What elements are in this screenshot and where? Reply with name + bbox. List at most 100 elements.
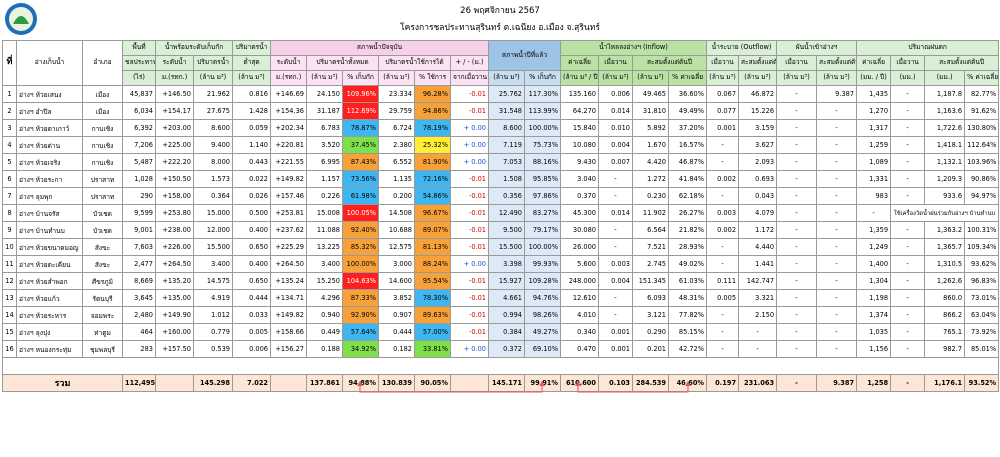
table-cell: - (706, 187, 740, 205)
table-cell: 73.01% (964, 289, 1000, 307)
table-cell: 13.225 (306, 238, 343, 256)
table-cell: อ่างฯ ลุงปุง (16, 323, 83, 341)
header-cell: เมื่อวาน (776, 55, 818, 71)
table-cell: 135.160 (560, 85, 599, 103)
table-cell: อ่างฯ ห้วยสำพอก (16, 272, 83, 290)
table-cell: 15.840 (560, 119, 599, 137)
table-cell: +221.55 (270, 153, 307, 171)
table-cell: 6.783 (306, 119, 343, 137)
table-cell: +157.50 (155, 340, 194, 358)
table-cell: 1.573 (193, 170, 233, 188)
table-cell: 1,435 (856, 85, 892, 103)
header-cell: (ล้าน ม³) (632, 70, 669, 86)
table-cell: 860.0 (924, 289, 966, 307)
table-cell: ใช้เครื่องวัดน้ำฝนร่วมกับอ่างฯ บ้านทำนบ (890, 204, 1000, 222)
table-cell: 112.69% (342, 102, 379, 120)
table-cell: - (816, 153, 858, 171)
table-cell: 9.500 (488, 221, 525, 239)
table-cell: 85.15% (667, 323, 708, 341)
table-cell: 4.440 (738, 238, 778, 256)
table-cell: - (890, 221, 926, 239)
header-cell: สะสมตั้งแต่ต้นปี (738, 55, 778, 71)
table-cell: 46.87% (667, 153, 708, 171)
table-cell: - (598, 289, 633, 307)
table-cell: - (890, 136, 926, 154)
table-cell: 15.008 (306, 204, 343, 222)
table-cell: 85.32% (342, 238, 379, 256)
header-cell: (ไร่) (122, 70, 156, 86)
table-cell: - (890, 289, 926, 307)
table-row: 8 อ่างฯ บ้านจรัส บัวเชด 9,599 +253.80 15.000 0… (2, 204, 1000, 222)
table-cell: 0.002 (706, 221, 740, 239)
table-cell: จอมพระ (82, 306, 123, 324)
table-cell: 3,645 (122, 289, 156, 307)
table-cell: 4.919 (193, 289, 233, 307)
tr: ที่ อ่างเก็บน้ำ อำเภอ พื้นที่ น้ำพร้อมระ… (2, 40, 1000, 86)
table-cell: - (776, 323, 818, 341)
table-cell: 1,359 (856, 221, 892, 239)
table-cell: 10 (2, 238, 17, 256)
table-cell: 4.010 (560, 306, 599, 324)
table-cell: 5 (2, 153, 17, 171)
table-cell: 34.92% (342, 340, 379, 358)
table-cell: 0.470 (560, 340, 599, 358)
table-cell: 0.290 (632, 323, 669, 341)
table-cell: 10.688 (378, 221, 415, 239)
table-cell: 9.400 (193, 136, 233, 154)
table-cell: 14 (2, 306, 17, 324)
total-row: รวม 112,495 145.298 7.022 137.861 94.88% 130.8… (2, 374, 1000, 392)
header-cell: สะสมตั้งแต่ต้นปี (631, 55, 708, 71)
table-cell: +150.50 (155, 170, 194, 188)
header-cell: (ล้าน ม³) (488, 70, 525, 86)
table-cell: 0.779 (193, 323, 233, 341)
table-cell: 0.500 (232, 204, 271, 222)
table-cell: - (706, 340, 740, 358)
table-cell: - (890, 187, 926, 205)
table-cell: 0.372 (488, 340, 525, 358)
table-cell: 28.93% (667, 238, 708, 256)
table-cell: 21.962 (193, 85, 233, 103)
table-cell: -0.01 (450, 289, 489, 307)
table-cell: 0.111 (706, 272, 740, 290)
table-cell: 88.16% (524, 153, 561, 171)
table-cell: 15.500 (488, 238, 525, 256)
table-cell: 6.995 (306, 153, 343, 171)
header-cell: เมื่อวาน (706, 55, 740, 71)
table-cell: 48.31% (667, 289, 708, 307)
table-cell: 6.564 (632, 221, 669, 239)
table-cell: บัวเชด (82, 221, 123, 239)
table-cell: - (890, 323, 926, 341)
table-cell: 3.852 (378, 289, 415, 307)
table-cell: 0.067 (706, 85, 740, 103)
header-cell: จากเมื่อวาน (450, 70, 489, 86)
table-cell: 8.000 (193, 153, 233, 171)
table-cell: - (816, 255, 858, 273)
table-cell: 933.6 (924, 187, 966, 205)
table-cell: 4.079 (738, 204, 778, 222)
table-cell: +154.17 (155, 102, 194, 120)
table-cell: - (890, 119, 926, 137)
table-cell: 0.816 (232, 85, 271, 103)
table-cell: 2.150 (738, 306, 778, 324)
table-cell: 0.010 (598, 119, 633, 137)
table-body: 1 อ่างฯ ห้วยเสนง เมือง 45,837 +146.50 21.962 0… (1, 85, 1000, 392)
table-cell: 0.230 (632, 187, 669, 205)
table-cell: อ่างฯ ห้วยตะเคียน (16, 255, 83, 273)
table-cell: - (598, 170, 633, 188)
table-cell: สังขะ (82, 255, 123, 273)
table-cell: 0.400 (232, 255, 271, 273)
table-cell: 0.201 (632, 340, 669, 358)
table-cell: 4.661 (488, 289, 525, 307)
table-cell: - (776, 187, 818, 205)
table-cell: 95.85% (524, 170, 561, 188)
table-cell: 12.000 (193, 221, 233, 239)
table-cell: 88.24% (414, 255, 451, 273)
table-cell: 0.182 (378, 340, 415, 358)
table-cell: - (890, 170, 926, 188)
table-cell: - (890, 238, 926, 256)
table-cell: -0.01 (450, 102, 489, 120)
header-cell: (ล้าน ม³) (816, 70, 858, 86)
table-cell: 1.135 (378, 170, 415, 188)
table-cell: 11.088 (306, 221, 343, 239)
table-cell: 95.54% (414, 272, 451, 290)
